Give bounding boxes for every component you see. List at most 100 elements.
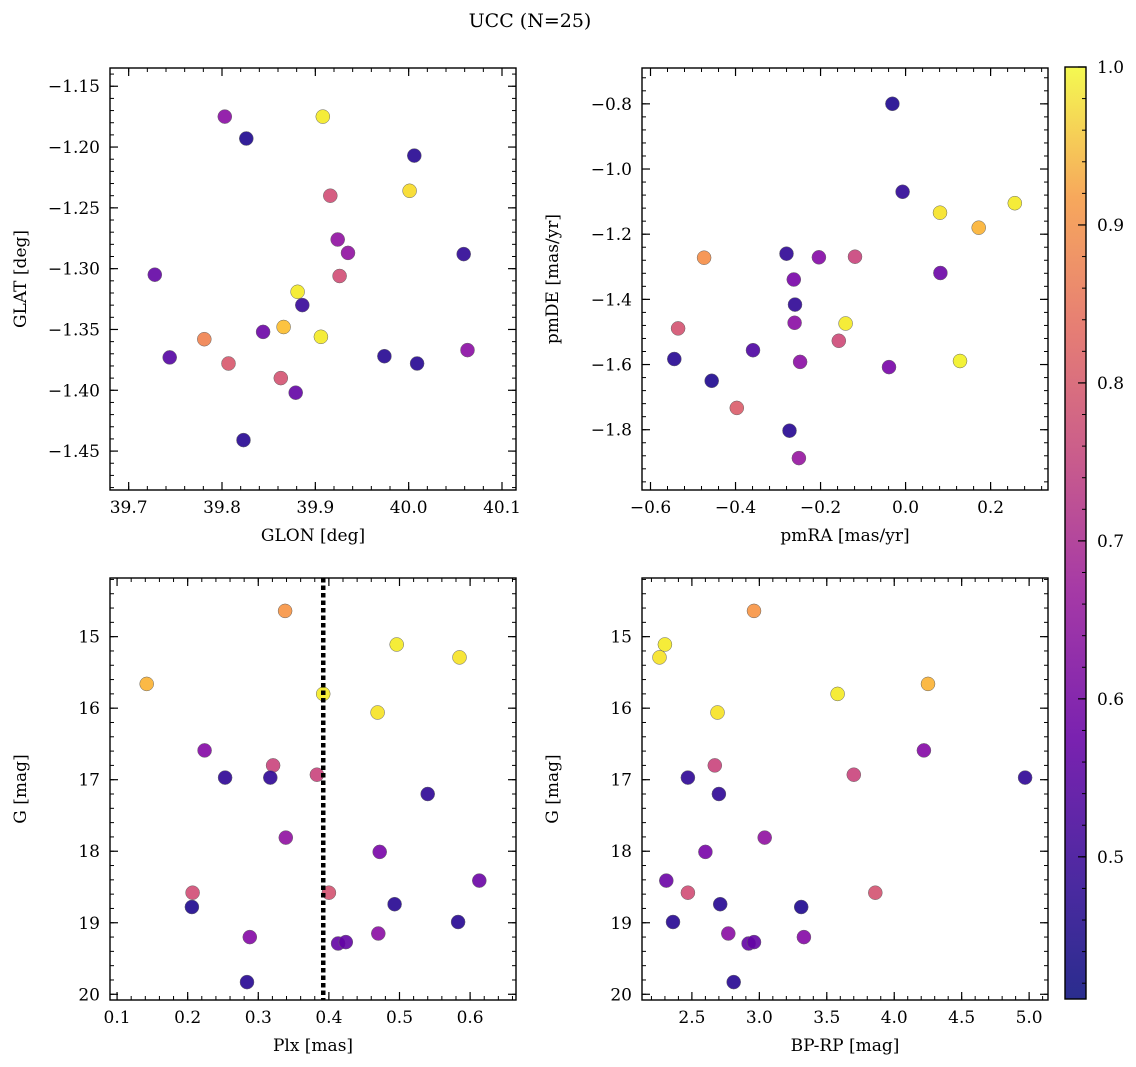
panel-3: 0.1 0.2 0.3 0.4 0.5 0.6 15 16 17 18 19 20 Plx [mas] G… <box>11 577 517 1056</box>
data-point <box>680 885 696 900</box>
data-point <box>652 650 667 665</box>
data-point <box>402 183 417 199</box>
y-tick-label: −1.25 <box>48 199 100 219</box>
figure-title: UCC (N=25) <box>469 10 592 32</box>
y-tick-label: 20 <box>610 985 632 1005</box>
data-point <box>933 265 948 281</box>
data-point <box>782 423 797 438</box>
x-tick-label: 2.5 <box>678 1008 705 1028</box>
data-point <box>456 246 471 262</box>
data-point <box>330 232 345 247</box>
data-point <box>680 770 696 785</box>
y-tick-label: −1.30 <box>48 260 100 280</box>
data-point <box>239 131 254 146</box>
axes-frame <box>109 67 517 491</box>
data-point <box>147 267 163 282</box>
data-point <box>796 929 812 945</box>
data-point <box>276 319 291 335</box>
data-point <box>387 896 402 912</box>
y-tick-label: 15 <box>78 628 100 648</box>
y-tick-label: −1.40 <box>48 381 100 401</box>
data-point <box>255 324 271 340</box>
panel-1: 39.7 39.8 39.9 40.0 40.1 −1.45 −1.40 −1.35 −1.30… <box>11 67 521 546</box>
data-point <box>793 899 809 915</box>
data-point <box>746 934 762 950</box>
data-point <box>277 603 293 619</box>
data-point <box>698 844 713 860</box>
x-axis-label: pmRA [mas/yr] <box>780 526 909 546</box>
axes-frame <box>641 577 1049 1001</box>
data-point <box>407 148 422 163</box>
axes-frame <box>109 577 517 1001</box>
y-tick-label: −1.20 <box>48 138 100 158</box>
data-point <box>409 356 425 371</box>
data-point <box>711 786 727 802</box>
data-point <box>263 770 278 785</box>
x-tick-label: 4.0 <box>881 1008 908 1028</box>
panel-4: 2.5 3.0 3.5 4.0 4.5 5.0 15 16 17 18 19 20 BP-RP [mag… <box>543 577 1049 1056</box>
data-point <box>242 929 258 945</box>
data-point <box>472 873 487 888</box>
x-tick-label: 0.5 <box>386 1008 413 1028</box>
data-point <box>197 743 212 758</box>
data-point <box>707 758 723 773</box>
y-tick-label: −1.0 <box>591 160 632 180</box>
data-point <box>265 758 281 773</box>
x-tick-label: 39.7 <box>110 498 148 518</box>
y-tick-label: 16 <box>78 699 100 719</box>
data-point <box>811 250 827 265</box>
y-tick-label: −1.8 <box>591 421 632 441</box>
y-tick-label: 20 <box>78 985 100 1005</box>
x-tick-label: 3.0 <box>746 1008 773 1028</box>
y-tick-label: −1.15 <box>48 77 100 97</box>
data-point <box>184 899 200 915</box>
x-tick-label: −0.6 <box>630 498 671 518</box>
y-tick-label: 18 <box>610 842 632 862</box>
x-tick-label: 0.3 <box>245 1008 272 1028</box>
y-tick-label: −1.2 <box>591 225 632 245</box>
colorbar: 0.5 0.6 0.7 0.8 0.9 1.0 <box>1064 58 1124 1000</box>
data-point <box>452 650 467 665</box>
data-point <box>916 743 932 758</box>
data-point <box>389 637 404 652</box>
data-point <box>162 350 177 365</box>
data-point <box>288 385 303 400</box>
x-tick-label: −0.2 <box>800 498 841 518</box>
data-point <box>667 351 682 367</box>
y-tick-label: 18 <box>78 842 100 862</box>
data-point <box>217 109 233 124</box>
data-point <box>721 926 736 941</box>
data-point <box>726 974 741 990</box>
data-point <box>745 342 761 358</box>
y-tick-label: −1.4 <box>591 290 632 310</box>
data-point <box>290 284 305 300</box>
data-point <box>313 329 329 345</box>
data-point <box>895 184 910 200</box>
data-point <box>831 333 847 349</box>
y-tick-label: −1.6 <box>591 356 632 376</box>
data-point <box>787 297 803 312</box>
x-tick-label: 0.2 <box>977 498 1004 518</box>
x-tick-label: 0.4 <box>315 1008 342 1028</box>
data-point <box>278 830 294 845</box>
panels: 39.7 39.8 39.9 40.0 40.1 −1.45 −1.40 −1.35 −1.30… <box>11 67 1049 1056</box>
data-point <box>712 896 728 912</box>
data-point <box>704 373 719 389</box>
data-point <box>332 268 347 284</box>
x-tick-label: 5.0 <box>1016 1008 1043 1028</box>
y-tick-label: −0.8 <box>591 95 632 115</box>
data-point <box>185 885 200 900</box>
y-axis-label: pmDE [mas/yr] <box>543 214 563 344</box>
x-tick-label: 39.8 <box>203 498 241 518</box>
data-point <box>323 188 338 203</box>
y-tick-label: −1.45 <box>48 442 100 462</box>
data-point <box>1017 770 1033 785</box>
x-axis-label: GLON [deg] <box>261 526 365 546</box>
data-point <box>838 316 853 331</box>
colorbar-gradient <box>1064 66 1087 1000</box>
x-tick-label: 40.0 <box>390 498 428 518</box>
data-point <box>786 272 802 287</box>
data-point <box>885 96 900 112</box>
data-point <box>377 348 392 364</box>
panel-2: −0.6 −0.4 −0.2 0.0 0.2 −1.8 −1.6 −1.4 −1.2 −1.0 −0… <box>543 67 1049 546</box>
